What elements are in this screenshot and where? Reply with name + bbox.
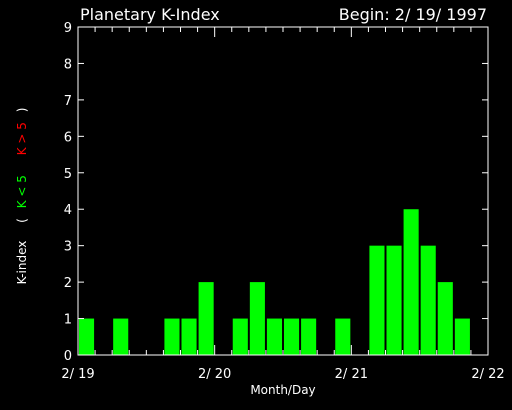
bar bbox=[301, 318, 317, 355]
y-tick-label: 6 bbox=[64, 130, 72, 145]
x-tick-label: 2/ 22 bbox=[471, 367, 504, 382]
bar bbox=[284, 318, 300, 355]
bar bbox=[164, 318, 180, 355]
bar bbox=[232, 318, 248, 355]
bar bbox=[437, 282, 453, 355]
bar bbox=[420, 245, 436, 355]
y-axis-label-close: ) bbox=[15, 108, 29, 113]
bar bbox=[369, 245, 385, 355]
y-tick-label: 8 bbox=[64, 57, 72, 72]
y-tick-label: 9 bbox=[64, 21, 72, 36]
bar bbox=[249, 282, 265, 355]
y-tick-label: 0 bbox=[64, 349, 72, 364]
plot-area: 0 1 2 3 4 5 6 7 8 9 2/ 19 2/ 20 2/ 21 2/ 22 bbox=[61, 21, 504, 382]
x-tick-label: 2/ 21 bbox=[335, 367, 368, 382]
bar bbox=[198, 282, 214, 355]
bar bbox=[454, 318, 470, 355]
svg-text:K-index ( K < 5: K-index ( K < 5 K > 5 ) bbox=[15, 108, 29, 285]
begin-date: Begin: 2/ 19/ 1997 bbox=[339, 5, 487, 24]
y-axis-label: K-index ( K < 5 K > 5 ) bbox=[15, 108, 29, 285]
y-tick-label: 2 bbox=[64, 276, 72, 291]
x-tick-label: 2/ 19 bbox=[61, 367, 94, 382]
bar bbox=[335, 318, 351, 355]
y-tick-label: 3 bbox=[64, 240, 72, 255]
x-axis-label: Month/Day bbox=[250, 383, 315, 397]
bar bbox=[266, 318, 282, 355]
y-axis-label-low: K < 5 bbox=[15, 175, 29, 208]
bar bbox=[181, 318, 197, 355]
bar bbox=[113, 318, 129, 355]
y-axis-label-name: K-index bbox=[15, 241, 29, 285]
chart-title: Planetary K-Index bbox=[80, 5, 220, 24]
bar bbox=[79, 318, 95, 355]
bar bbox=[403, 209, 419, 355]
bar bbox=[386, 245, 402, 355]
y-axis-label-open: ( bbox=[15, 218, 29, 223]
y-tick-label: 5 bbox=[64, 167, 72, 182]
y-axis-label-high: K > 5 bbox=[15, 122, 29, 155]
y-tick-label: 1 bbox=[64, 313, 72, 328]
y-tick-label: 7 bbox=[64, 94, 72, 109]
y-tick-label: 4 bbox=[64, 203, 72, 218]
x-tick-label: 2/ 20 bbox=[198, 367, 231, 382]
